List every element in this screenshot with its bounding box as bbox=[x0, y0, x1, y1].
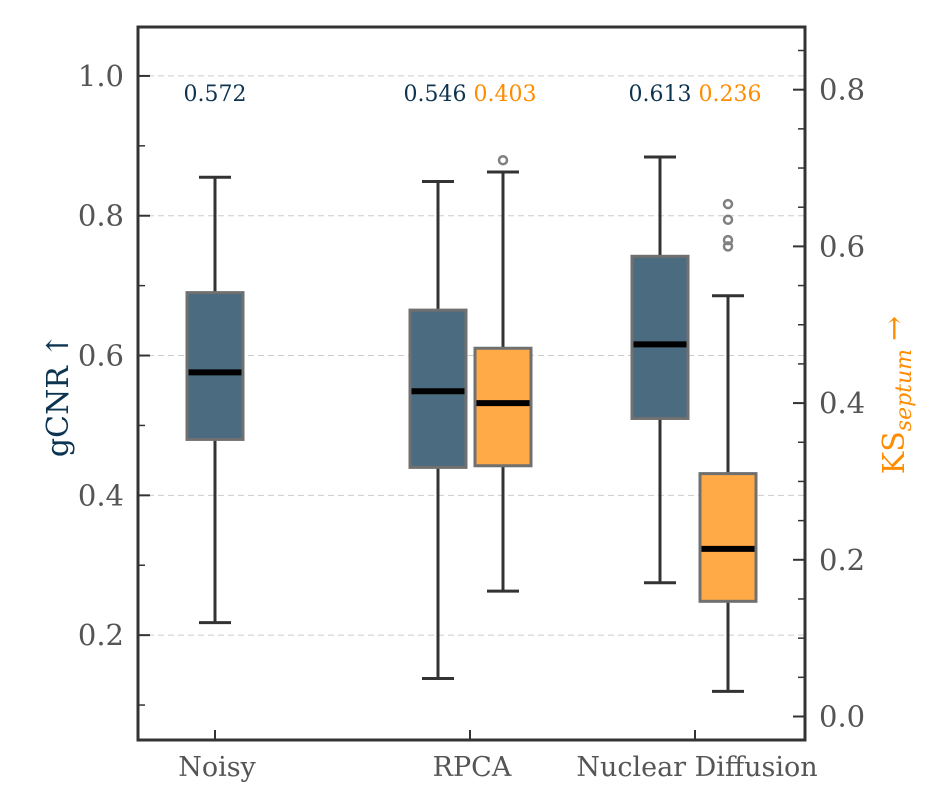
box-iqr bbox=[630, 254, 690, 420]
left-axis-label-text: gCNR bbox=[41, 365, 76, 457]
right-axis-label: KSseptum → bbox=[877, 316, 917, 474]
value-annotation-part: 0.403 bbox=[467, 82, 537, 107]
box-iqr bbox=[698, 472, 758, 603]
left-tick-label: 0.8 bbox=[78, 199, 124, 233]
value-annotation: 0.572 bbox=[184, 82, 247, 107]
box-plot bbox=[630, 155, 690, 585]
value-annotation: 0.613 0.236 bbox=[629, 82, 762, 107]
right-tick-label: 0.4 bbox=[819, 386, 865, 420]
left-axis-label: gCNR ↑ bbox=[41, 333, 76, 457]
right-tick-label: 0.2 bbox=[819, 543, 865, 577]
box-plot bbox=[185, 175, 245, 625]
plot-frame bbox=[136, 25, 807, 742]
box-iqr bbox=[185, 291, 245, 441]
right-axis-arrow: → bbox=[877, 316, 912, 341]
left-tick-label: 0.4 bbox=[78, 478, 124, 512]
outlier-point bbox=[722, 214, 734, 225]
right-axis-label-text: KS bbox=[877, 431, 912, 474]
category-label: RPCA bbox=[433, 752, 512, 783]
value-annotation-part: 0.236 bbox=[692, 82, 762, 107]
category-label: Nuclear Diffusion bbox=[576, 752, 817, 783]
right-axis-label-subscript: septum bbox=[892, 349, 917, 431]
box-plot bbox=[473, 154, 533, 593]
box-plot bbox=[408, 179, 468, 680]
right-tick-label: 0.0 bbox=[819, 699, 865, 733]
value-annotation-part: 0.546 bbox=[404, 82, 467, 107]
box-iqr bbox=[473, 346, 533, 468]
axes: 0.2 0.4 0.6 0.8 1.0 0.0 0.2 0.4 0.6 0.8 Noisy RPCA N… bbox=[78, 49, 865, 783]
category-label: Noisy bbox=[178, 752, 256, 783]
left-tick-label: 0.2 bbox=[78, 618, 124, 652]
value-annotation-part: 0.572 bbox=[184, 82, 247, 107]
left-tick-label: 0.6 bbox=[78, 339, 124, 373]
grid-lines bbox=[138, 75, 805, 636]
outlier-point bbox=[722, 198, 734, 210]
left-axis-arrow: ↑ bbox=[41, 333, 76, 358]
right-tick-label: 0.8 bbox=[819, 73, 865, 107]
box-plot bbox=[698, 198, 758, 693]
outlier-point bbox=[722, 234, 734, 246]
left-tick-label: 1.0 bbox=[78, 59, 124, 93]
annotations: 0.572 0.546 0.403 0.613 0.236 bbox=[184, 82, 762, 107]
box-plots bbox=[185, 154, 758, 693]
right-tick-label: 0.6 bbox=[819, 229, 865, 263]
value-annotation-part: 0.613 bbox=[629, 82, 692, 107]
outlier-point bbox=[497, 154, 509, 166]
outlier-point bbox=[722, 241, 734, 252]
value-annotation: 0.546 0.403 bbox=[404, 82, 537, 107]
